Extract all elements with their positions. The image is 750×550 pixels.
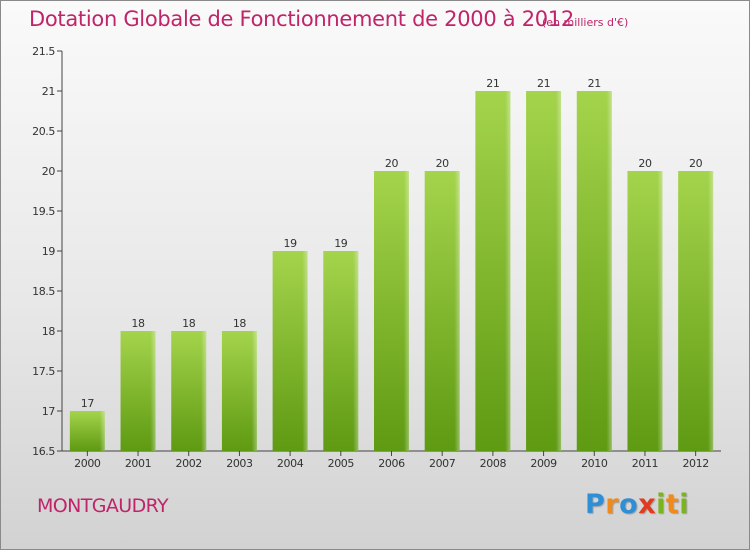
data-labels: 17 18 18 18 19 19 20 20 21 21 21 20 20 bbox=[81, 77, 703, 410]
x-tick-label: 2002 bbox=[176, 457, 202, 470]
y-tick-label: 21.5 bbox=[32, 45, 55, 58]
x-tick-label: 2009 bbox=[530, 457, 557, 470]
x-tick-label: 2000 bbox=[74, 457, 101, 470]
data-label: 21 bbox=[537, 77, 550, 90]
data-label: 20 bbox=[436, 157, 450, 170]
x-tick-label: 2006 bbox=[378, 457, 405, 470]
data-label: 21 bbox=[588, 77, 601, 90]
data-label: 19 bbox=[284, 237, 298, 250]
bar-shine bbox=[576, 91, 612, 451]
data-label: 18 bbox=[131, 317, 145, 330]
y-tick-label: 21 bbox=[42, 85, 55, 98]
proxiti-logo: Proxiti bbox=[585, 489, 690, 520]
x-tick-label: 2007 bbox=[429, 457, 456, 470]
y-tick-label: 20 bbox=[42, 165, 56, 178]
bar-shine bbox=[272, 251, 308, 451]
commune-name: MONTGAUDRY bbox=[37, 495, 169, 517]
bar-shine bbox=[171, 331, 207, 451]
bar-shine bbox=[526, 91, 562, 451]
x-tick-label: 2008 bbox=[480, 457, 507, 470]
bar-shine bbox=[323, 251, 359, 451]
bar-shine bbox=[627, 171, 663, 451]
data-label: 21 bbox=[486, 77, 499, 90]
bar-shine bbox=[120, 331, 156, 451]
bar-shine bbox=[678, 171, 714, 451]
data-label: 17 bbox=[81, 397, 95, 410]
x-tick-label: 2004 bbox=[277, 457, 304, 470]
y-tick-label: 19 bbox=[42, 245, 56, 258]
x-tick-label: 2011 bbox=[632, 457, 658, 470]
bar-shine bbox=[475, 91, 511, 451]
x-tick-label: 2012 bbox=[682, 457, 708, 470]
bar-shine bbox=[69, 411, 105, 451]
x-tick-label: 2001 bbox=[125, 457, 151, 470]
data-label: 20 bbox=[689, 157, 703, 170]
x-tick-label: 2003 bbox=[226, 457, 253, 470]
bar-shine bbox=[424, 171, 460, 451]
bars bbox=[69, 91, 714, 451]
y-tick-labels: 16.5 17 17.5 18 18.5 19 19.5 20 20.5 21 21.5 bbox=[32, 45, 56, 458]
bar-shine bbox=[374, 171, 409, 451]
y-tick-label: 18.5 bbox=[32, 285, 55, 298]
data-label: 19 bbox=[334, 237, 348, 250]
data-label: 18 bbox=[233, 317, 247, 330]
x-tick-label: 2005 bbox=[328, 457, 355, 470]
y-tick-label: 19.5 bbox=[32, 205, 55, 218]
y-tick-label: 18 bbox=[42, 325, 56, 338]
bar-shine bbox=[221, 331, 257, 451]
data-label: 20 bbox=[385, 157, 399, 170]
x-tick-labels: 2000 2001 2002 2003 2004 2005 2006 2007 2008 2009… bbox=[74, 457, 709, 470]
data-label: 20 bbox=[638, 157, 652, 170]
data-label: 18 bbox=[182, 317, 196, 330]
chart-unit: (en milliers d'€) bbox=[542, 16, 629, 29]
y-tick-label: 17 bbox=[42, 405, 56, 418]
y-tick-label: 17.5 bbox=[32, 365, 55, 378]
y-tick-label: 16.5 bbox=[32, 445, 55, 458]
y-tick-label: 20.5 bbox=[32, 125, 55, 138]
chart-title: Dotation Globale de Fonctionnement de 20… bbox=[29, 7, 574, 31]
x-tick-label: 2010 bbox=[581, 457, 608, 470]
